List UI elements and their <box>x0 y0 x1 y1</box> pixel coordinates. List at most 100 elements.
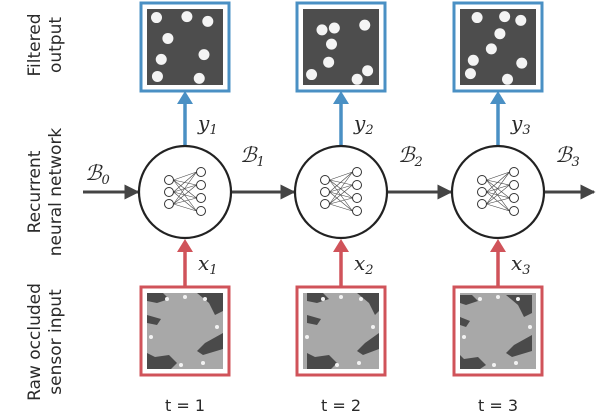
output-dot <box>151 70 163 82</box>
row-label-filtered-line2: output <box>46 17 66 73</box>
nn-connection <box>486 171 510 193</box>
sensor-speck <box>357 361 361 365</box>
output-var-label: y3 <box>510 111 531 138</box>
output-dot <box>306 69 318 81</box>
output-dot <box>515 14 527 26</box>
nn-connection <box>329 171 353 181</box>
occluder-shape <box>460 317 470 327</box>
output-dot <box>155 53 167 65</box>
nn-node <box>196 167 206 177</box>
nn-connection <box>329 179 353 186</box>
output-var-label: y1 <box>197 111 218 138</box>
output-arrow-head <box>333 91 349 104</box>
nn-connection <box>329 184 353 205</box>
neural-network-icon <box>320 167 362 216</box>
sensor-speck <box>478 297 482 301</box>
nn-connection <box>486 191 510 212</box>
output-dot <box>151 12 162 24</box>
output-dot <box>516 57 528 69</box>
occluder-shape <box>460 295 478 305</box>
nn-connection <box>486 191 510 199</box>
sensor-speck <box>496 295 500 299</box>
nn-node <box>164 187 174 197</box>
sensor-speck <box>528 325 532 329</box>
rnn-cell <box>293 144 389 240</box>
nn-node <box>196 180 206 190</box>
filtered-output-image <box>295 1 387 93</box>
nn-node <box>320 199 330 209</box>
nn-connection <box>329 191 353 199</box>
nn-connection <box>486 203 510 212</box>
output-dot <box>485 43 497 55</box>
nn-node <box>320 187 330 197</box>
sensor-speck <box>201 361 205 365</box>
row-label-recurrent-line2: neural network <box>46 128 66 257</box>
nn-connection <box>173 191 197 199</box>
sensor-speck <box>335 363 339 367</box>
occluded-sensor-image <box>295 285 387 377</box>
nn-node <box>352 180 362 190</box>
belief-labels: ℬ0 ℬ1 ℬ2 ℬ3 <box>85 143 580 188</box>
sensor-speck <box>359 297 363 301</box>
time-step-3: y3 x3 t = 3 <box>450 1 546 415</box>
nn-node <box>352 193 362 203</box>
input-var-label: x2 <box>354 251 374 278</box>
rnn-cell-circle <box>137 144 233 240</box>
output-dot <box>467 54 479 66</box>
nn-connection <box>329 171 353 205</box>
nn-connection <box>329 191 353 212</box>
nn-connection <box>173 184 197 205</box>
sensor-speck <box>305 335 309 339</box>
row-label-recurrent-network: Recurrent neural network <box>25 128 66 257</box>
nn-connection <box>173 191 197 212</box>
output-dot <box>464 68 476 80</box>
nn-connection <box>329 197 353 205</box>
nn-connection <box>329 179 353 212</box>
output-dot <box>326 38 337 50</box>
nn-connection <box>329 171 353 193</box>
output-arrow-head <box>177 91 193 104</box>
belief-label-2: ℬ2 <box>398 143 423 170</box>
output-dot <box>502 73 513 85</box>
time-step-1: y1 x1 t = 1 <box>137 1 233 415</box>
nn-node <box>477 175 487 185</box>
output-dot <box>499 11 511 23</box>
nn-connection <box>173 171 197 193</box>
nn-node <box>509 180 519 190</box>
neural-network-icon <box>477 167 519 216</box>
belief-label-0: ℬ0 <box>85 161 110 188</box>
occluded-sensor-image <box>452 285 544 377</box>
nn-connection <box>329 179 353 199</box>
input-field <box>303 293 379 369</box>
nn-connection <box>173 171 197 181</box>
output-dot <box>494 28 506 40</box>
occluder-shape <box>357 333 379 355</box>
rnn-cell-circle <box>293 144 389 240</box>
sensor-speck <box>183 295 187 299</box>
sensor-speck <box>514 361 518 365</box>
output-dot <box>316 24 328 36</box>
nn-connection <box>486 179 510 199</box>
time-label: t = 3 <box>478 396 518 415</box>
time-label: t = 2 <box>321 396 361 415</box>
nn-connection <box>173 203 197 212</box>
input-arrow-head <box>177 239 193 252</box>
nn-connection <box>486 197 510 205</box>
output-dot <box>162 32 174 44</box>
neural-network-icon <box>164 167 206 216</box>
nn-connection <box>173 179 197 212</box>
output-dot <box>181 11 193 23</box>
output-dot <box>328 22 340 34</box>
nn-connection <box>486 179 510 186</box>
nn-node <box>164 175 174 185</box>
sensor-speck <box>516 297 520 301</box>
nn-node <box>352 167 362 177</box>
nn-connection <box>486 184 510 205</box>
row-label-raw-line2: sensor input <box>46 289 66 395</box>
sensor-speck <box>165 297 169 301</box>
sensor-speck <box>179 363 183 367</box>
nn-node <box>509 193 519 203</box>
nn-connection <box>173 197 197 205</box>
nn-node <box>196 206 206 216</box>
